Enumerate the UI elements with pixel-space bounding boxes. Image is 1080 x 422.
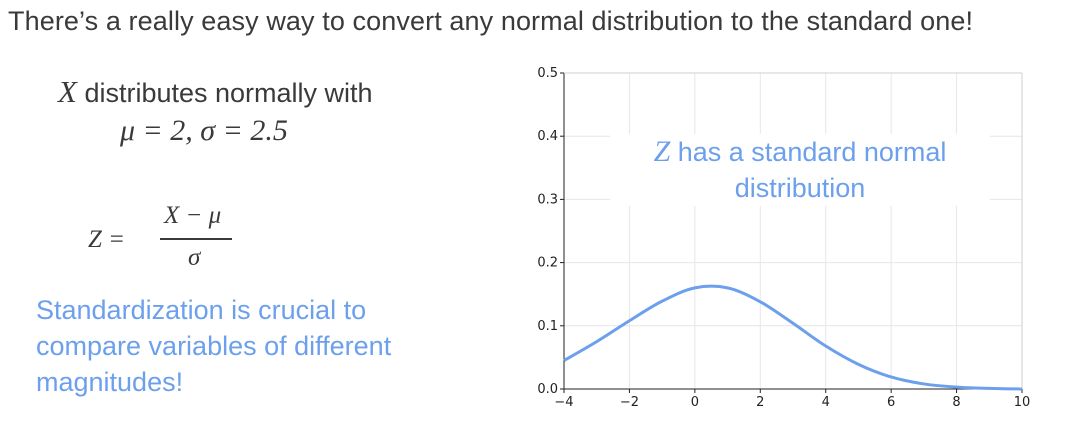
- statement-text: distributes normally with: [76, 78, 373, 108]
- x-tick-label: 6: [887, 395, 895, 410]
- note-line: magnitudes!: [36, 367, 184, 397]
- y-tick-label: 0.1: [537, 319, 558, 334]
- formula-numerator: X − μ: [164, 202, 222, 229]
- slide-title: There’s a really easy way to convert any…: [8, 6, 974, 36]
- y-tick-label: 0.4: [537, 129, 558, 144]
- density-curve: [563, 284, 1023, 391]
- note-line: compare variables of different: [36, 331, 392, 361]
- statement-variable: X: [58, 74, 77, 109]
- annotation-text: has a standard normal: [670, 137, 947, 167]
- annotation-line-1: Z has a standard normal: [610, 134, 990, 170]
- standardization-note: Standardization is crucial to compare va…: [36, 292, 391, 400]
- x-tick-label: 10: [1014, 395, 1031, 410]
- x-tick-label: 0: [691, 395, 699, 410]
- distribution-parameters: μ = 2, σ = 2.5: [120, 114, 288, 147]
- x-tick-label: 4: [822, 395, 830, 410]
- chart-annotation: Z has a standard normal distribution: [610, 134, 990, 206]
- y-tick-label: 0.5: [537, 66, 558, 81]
- y-tick-label: 0.0: [537, 382, 558, 397]
- y-tick-label: 0.3: [537, 192, 558, 207]
- x-tick-label: −2: [620, 395, 639, 410]
- y-tick-label: 0.2: [537, 256, 558, 271]
- formula-denominator: σ: [188, 244, 201, 271]
- annotation-variable: Z: [653, 135, 671, 168]
- annotation-line-2: distribution: [734, 173, 866, 203]
- note-line: Standardization is crucial to: [36, 295, 367, 325]
- chart-svg: −4 −2 0 2 4 6 8 10 0.0 0.1 0.2 0.3 0.4 0.5: [537, 66, 1031, 410]
- normal-distribution-chart: −4 −2 0 2 4 6 8 10 0.0 0.1 0.2 0.3 0.4 0.5: [520, 60, 1060, 420]
- x-tick-label: 2: [756, 395, 764, 410]
- x-tick-label: 8: [952, 395, 960, 410]
- statement-line: X distributes normally with: [58, 74, 373, 110]
- fraction-bar: [160, 238, 232, 240]
- formula-lhs: Z =: [88, 226, 126, 253]
- x-tick-label: −4: [554, 395, 573, 410]
